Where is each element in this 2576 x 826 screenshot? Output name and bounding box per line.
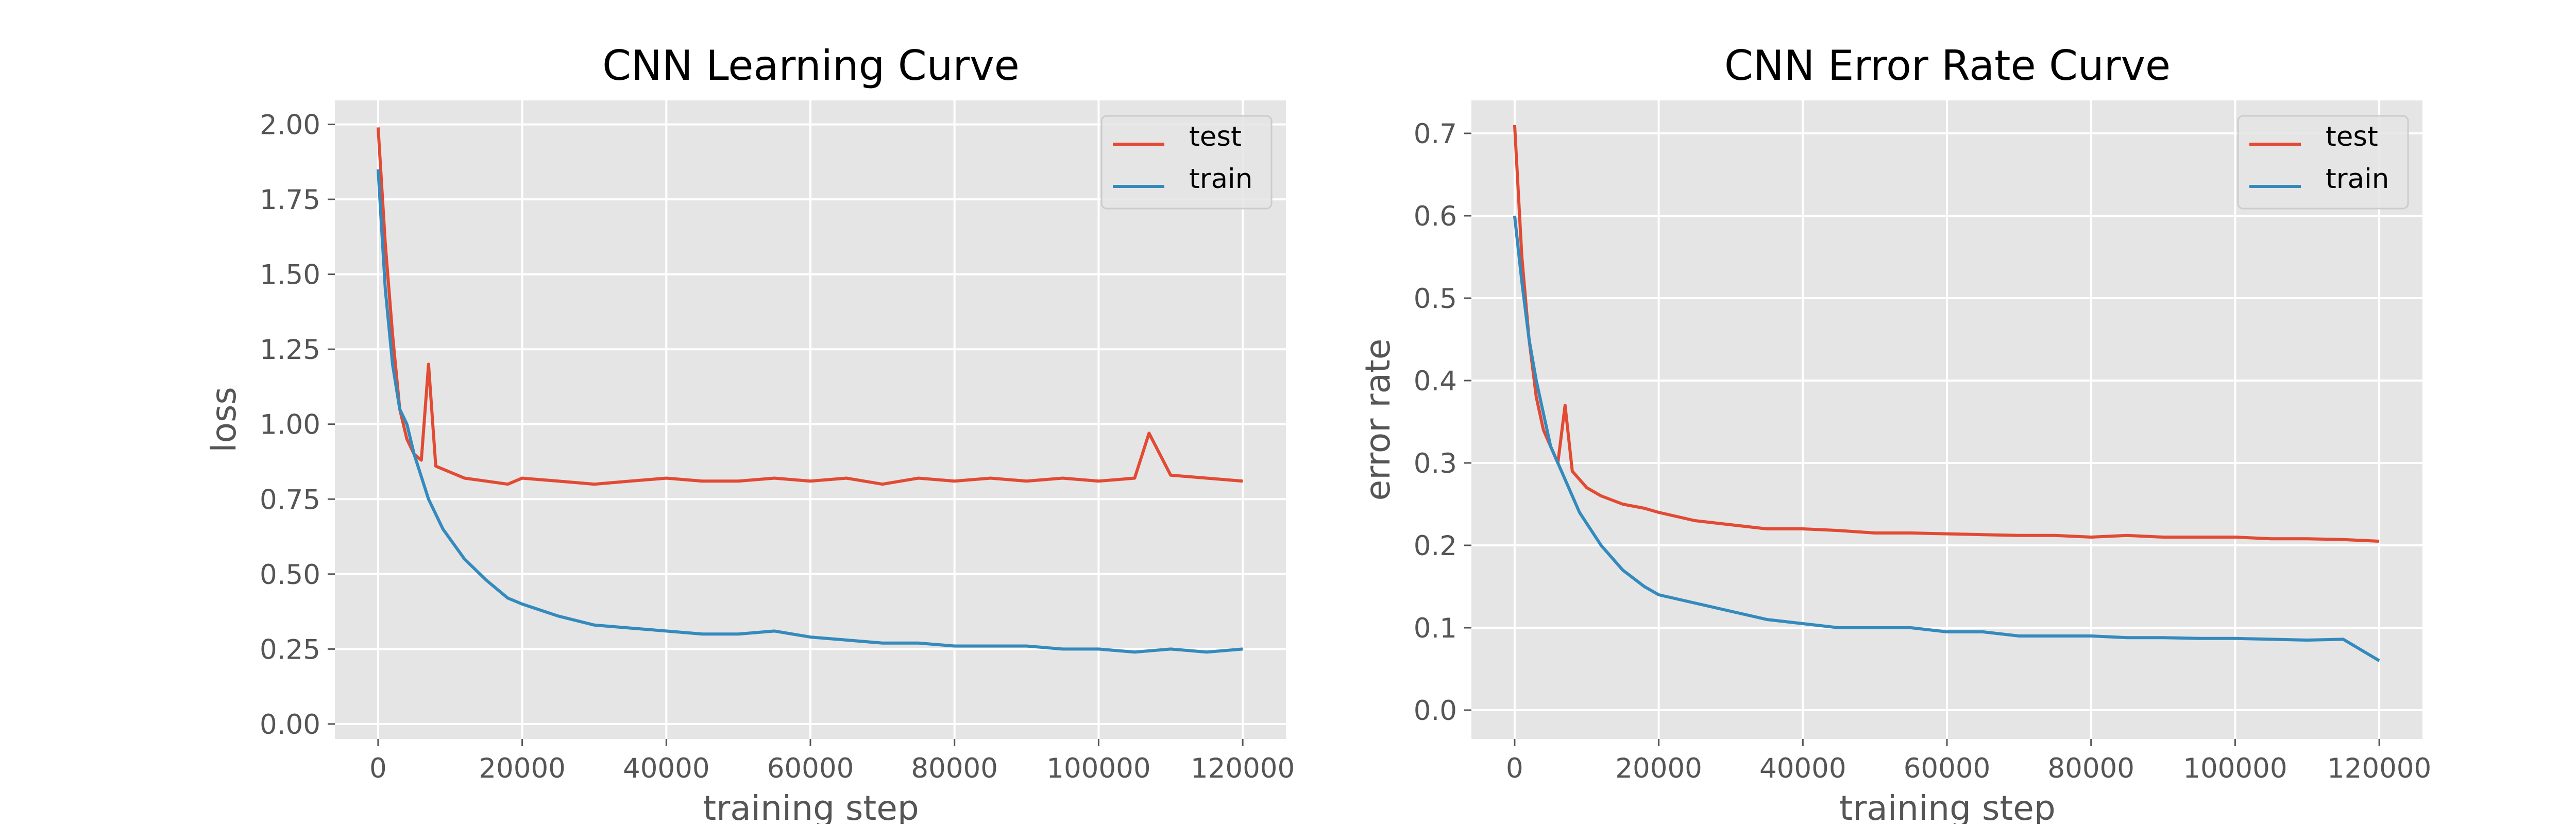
- series-line-train: [1513, 215, 2380, 662]
- x-tick-label: 0: [1506, 753, 1523, 784]
- x-tick-label: 20000: [1615, 753, 1702, 784]
- chart-title: CNN Error Rate Curve: [1724, 42, 2171, 90]
- legend-label-train: train: [1189, 163, 1252, 195]
- x-tick-label: 100000: [1046, 753, 1150, 784]
- y-tick-label: 2.00: [260, 110, 320, 141]
- x-tick-label: 20000: [479, 753, 566, 784]
- chart-learning-curve: CNN Learning Curve training step loss 0 2…: [204, 42, 1295, 826]
- x-tick-label: 120000: [2327, 753, 2431, 784]
- chart-error-rate-curve: CNN Error Rate Curve training step error…: [1358, 42, 2431, 826]
- y-tick-label: 0.25: [260, 634, 320, 665]
- x-axis-label: training step: [703, 788, 919, 824]
- y-tick-label: 0.4: [1414, 366, 1457, 397]
- x-axis-label: training step: [1839, 788, 2055, 824]
- x-tick-label: 80000: [911, 753, 998, 784]
- x-tick-label: 120000: [1191, 753, 1295, 784]
- y-tick-label: 0.0: [1414, 695, 1457, 727]
- y-tick-label: 0.3: [1414, 448, 1457, 479]
- x-tick-label: 60000: [767, 753, 854, 784]
- x-tick-label: 80000: [2047, 753, 2134, 784]
- legend-label-train: train: [2326, 163, 2389, 195]
- y-tick-label: 0.00: [260, 709, 320, 741]
- legend-label-test: test: [1189, 121, 1242, 152]
- legend-box: [2237, 115, 2409, 210]
- x-tick-label: 100000: [2183, 753, 2287, 784]
- legend-box: [1100, 115, 1273, 210]
- series-line-test: [376, 127, 1243, 486]
- y-tick-label: 1.00: [260, 409, 320, 441]
- y-tick-label: 0.7: [1414, 118, 1457, 150]
- y-tick-label: 0.75: [260, 484, 320, 515]
- x-tick-label: 40000: [623, 753, 710, 784]
- y-tick-label: 1.50: [260, 260, 320, 291]
- legend-label-test: test: [2326, 121, 2378, 152]
- y-tick-label: 0.2: [1414, 530, 1457, 562]
- x-tick-label: 0: [369, 753, 387, 784]
- y-tick-label: 0.50: [260, 559, 320, 591]
- chart-title: CNN Learning Curve: [602, 42, 1020, 90]
- y-axis-label: error rate: [1358, 339, 1398, 501]
- y-tick-label: 1.25: [260, 334, 320, 366]
- x-tick-label: 60000: [1904, 753, 1991, 784]
- y-tick-label: 1.75: [260, 184, 320, 216]
- y-tick-label: 0.6: [1414, 201, 1457, 232]
- series-line-train: [376, 169, 1243, 654]
- x-tick-label: 40000: [1759, 753, 1846, 784]
- y-tick-label: 0.1: [1414, 613, 1457, 644]
- y-tick-label: 0.5: [1414, 283, 1457, 315]
- y-axis-label: loss: [204, 387, 244, 453]
